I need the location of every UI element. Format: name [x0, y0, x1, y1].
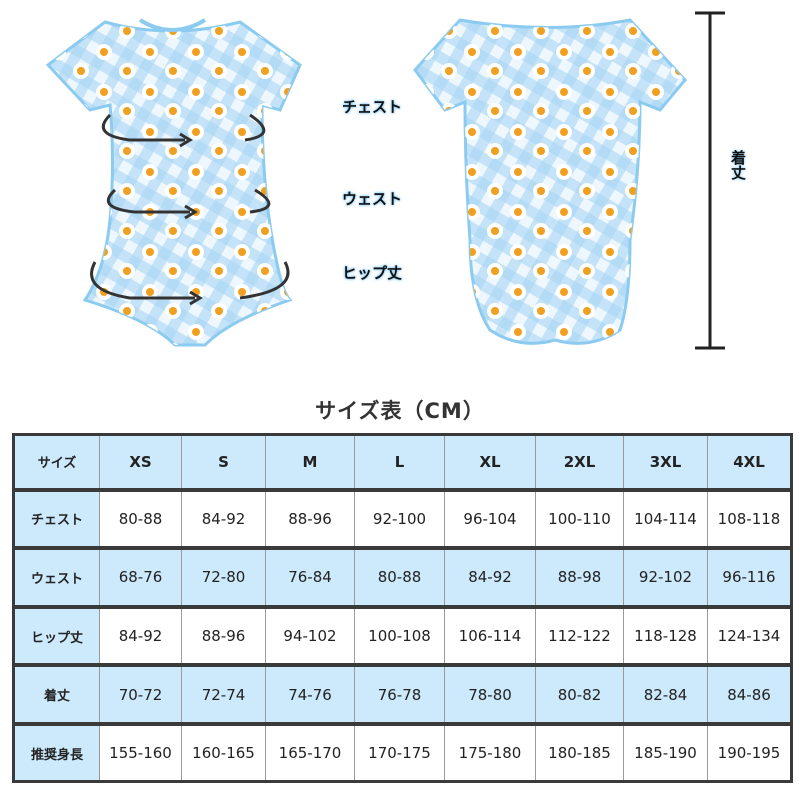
cell: 88-96 — [181, 606, 266, 666]
cell: 180-185 — [535, 724, 624, 782]
cell: 108-118 — [707, 489, 792, 549]
cell: 96-104 — [444, 489, 536, 549]
row-label: 着丈 — [13, 665, 100, 725]
length-ruler — [695, 11, 725, 350]
cell: 70-72 — [99, 665, 182, 725]
header-cell: XS — [99, 434, 182, 490]
front-bodysuit — [45, 18, 302, 347]
cell: 72-80 — [181, 548, 266, 607]
header-cell: 3XL — [623, 434, 708, 490]
header-cell: 2XL — [535, 434, 624, 490]
waist-label: ウェスト — [342, 190, 403, 208]
cell: 74-76 — [265, 665, 355, 725]
row-label: ヒップ丈 — [13, 606, 100, 666]
table-row: チェスト 80-88 84-92 88-96 92-100 96-104 100-110 10… — [13, 489, 792, 549]
cell: 175-180 — [444, 724, 536, 782]
garment-illustration — [45, 11, 725, 350]
cell: 78-80 — [444, 665, 536, 725]
header-cell: M — [265, 434, 355, 490]
length-label: 着丈 — [729, 150, 747, 180]
table-header-row: サイズ XS S M L XL 2XL 3XL 4XL — [13, 434, 792, 490]
header-cell: S — [181, 434, 266, 490]
cell: 100-108 — [354, 606, 445, 666]
cell: 92-102 — [623, 548, 708, 607]
cell: 185-190 — [623, 724, 708, 782]
cell: 94-102 — [265, 606, 355, 666]
cell: 160-165 — [181, 724, 266, 782]
chest-label: チェスト — [342, 98, 403, 116]
cell: 92-100 — [354, 489, 445, 549]
back-bodysuit — [413, 18, 687, 345]
cell: 84-86 — [707, 665, 792, 725]
header-cell: XL — [444, 434, 536, 490]
header-cell: 4XL — [707, 434, 792, 490]
table-row: 着丈 70-72 72-74 74-76 76-78 78-80 80-82 82-84 84-… — [13, 665, 792, 725]
cell: 165-170 — [265, 724, 355, 782]
cell: 80-88 — [99, 489, 182, 549]
cell: 84-92 — [444, 548, 536, 607]
row-label: ウェスト — [13, 548, 100, 607]
cell: 80-88 — [354, 548, 445, 607]
header-cell: L — [354, 434, 445, 490]
cell: 100-110 — [535, 489, 624, 549]
cell: 84-92 — [99, 606, 182, 666]
size-chart-title: サイズ表（CM） — [315, 399, 485, 423]
cell: 80-82 — [535, 665, 624, 725]
row-label: 推奨身長 — [13, 724, 100, 782]
cell: 155-160 — [99, 724, 182, 782]
cell: 104-114 — [623, 489, 708, 549]
cell: 88-96 — [265, 489, 355, 549]
measure-arrows — [90, 113, 290, 306]
cell: 118-128 — [623, 606, 708, 666]
table-row: 推奨身長 155-160 160-165 165-170 170-175 175-180 1… — [13, 724, 792, 782]
cell: 96-116 — [707, 548, 792, 607]
hip-label: ヒップ丈 — [342, 264, 403, 282]
cell: 76-84 — [265, 548, 355, 607]
cell: 124-134 — [707, 606, 792, 666]
cell: 106-114 — [444, 606, 536, 666]
cell: 88-98 — [535, 548, 624, 607]
row-label: チェスト — [13, 489, 100, 549]
header-cell: サイズ — [13, 434, 100, 490]
cell: 76-78 — [354, 665, 445, 725]
table-row: ヒップ丈 84-92 88-96 94-102 100-108 106-114 112-12… — [13, 606, 792, 666]
cell: 68-76 — [99, 548, 182, 607]
cell: 170-175 — [354, 724, 445, 782]
cell: 112-122 — [535, 606, 624, 666]
cell: 72-74 — [181, 665, 266, 725]
table-row: ウェスト 68-76 72-80 76-84 80-88 84-92 88-98 92-102… — [13, 548, 792, 607]
cell: 82-84 — [623, 665, 708, 725]
size-table: サイズ XS S M L XL 2XL 3XL 4XL チェスト 80-88 84-… — [12, 433, 793, 783]
cell: 84-92 — [181, 489, 266, 549]
cell: 190-195 — [707, 724, 792, 782]
